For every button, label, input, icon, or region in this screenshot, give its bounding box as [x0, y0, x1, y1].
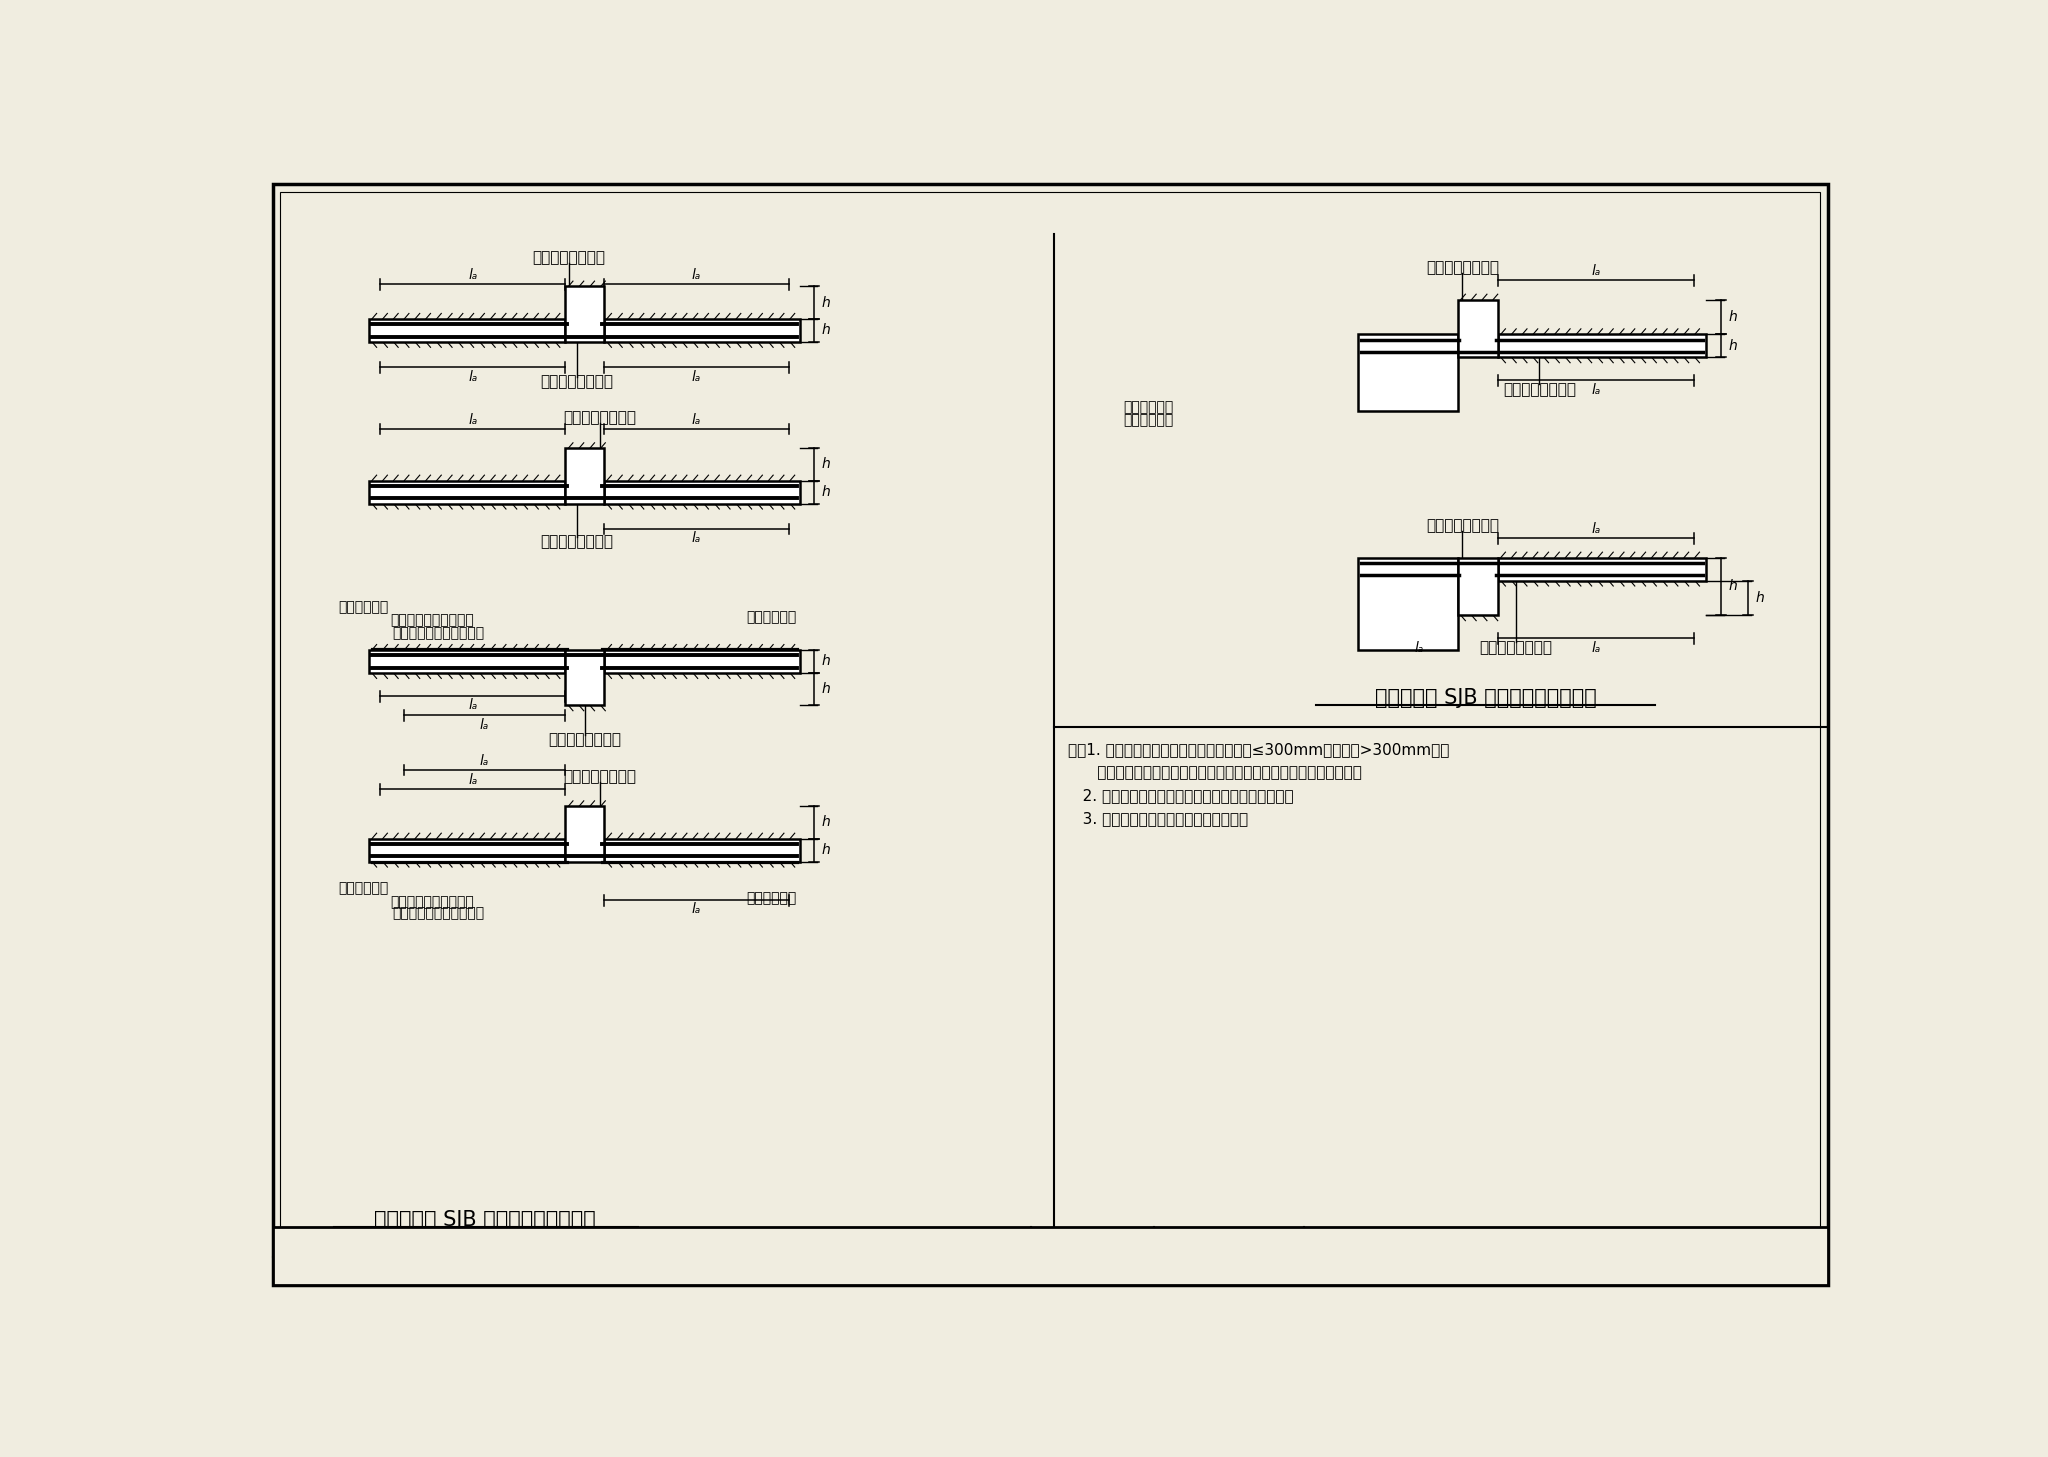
Text: 2. 局部升降板的下部与上部配筋宜为双向贯通筋。: 2. 局部升降板的下部与上部配筋宜为双向贯通筋。 — [1069, 788, 1294, 803]
Text: h: h — [1755, 592, 1763, 605]
Bar — [604, 650, 801, 673]
Text: h: h — [821, 682, 829, 696]
Text: lₐ: lₐ — [469, 774, 477, 787]
Bar — [1358, 334, 1458, 411]
Text: 页: 页 — [1087, 1263, 1098, 1279]
Text: 同板下部同向配筋: 同板下部同向配筋 — [549, 733, 621, 747]
Text: h: h — [821, 457, 829, 472]
Text: 审核: 审核 — [328, 1265, 344, 1278]
Text: lₐ: lₐ — [692, 902, 700, 916]
Text: 同板下部同向配筋: 同板下部同向配筋 — [1481, 640, 1552, 656]
Text: 注：1. 局部升降板升高与降低的高度限定为≤300mm，当高度>300mm时，: 注：1. 局部升降板升高与降低的高度限定为≤300mm，当高度>300mm时， — [1069, 742, 1450, 758]
Bar — [565, 806, 604, 861]
Text: lₐ: lₐ — [1591, 522, 1602, 536]
Text: 同板上部同向配筋: 同板上部同向配筋 — [1425, 259, 1499, 275]
Text: lₐ: lₐ — [469, 268, 477, 283]
Text: （如不足则需插空补筋）: （如不足则需插空补筋） — [391, 627, 483, 640]
Text: 同板下部同向配筋: 同板下部同向配筋 — [541, 535, 612, 549]
Text: lₐ: lₐ — [692, 370, 700, 383]
Text: 局部升降板SJB构造二（升降高度小于板厚）: 局部升降板SJB构造二（升降高度小于板厚） — [539, 1231, 766, 1250]
Text: 同板上部同向配筋: 同板上部同向配筋 — [532, 249, 606, 265]
Text: 同板上部同向配筋: 同板上部同向配筋 — [563, 769, 637, 784]
Text: 33: 33 — [1217, 1262, 1243, 1281]
Text: lₐ: lₐ — [1415, 641, 1423, 654]
Text: lₐ: lₐ — [692, 412, 700, 427]
Bar — [1458, 558, 1497, 615]
Text: lₐ: lₐ — [692, 532, 700, 545]
Text: h: h — [821, 816, 829, 829]
Text: h: h — [821, 323, 829, 338]
Text: 校对: 校对 — [582, 1265, 596, 1278]
Text: h: h — [1729, 580, 1737, 593]
Text: lₐ: lₐ — [1591, 641, 1602, 654]
Text: h: h — [1729, 339, 1737, 353]
Text: lₐ: lₐ — [479, 753, 489, 768]
Text: 04G101-4: 04G101-4 — [1180, 1231, 1278, 1250]
Bar — [1358, 558, 1458, 650]
Text: 陈幼璘: 陈幼璘 — [451, 1265, 473, 1278]
Bar — [604, 319, 801, 342]
Text: lₐ: lₐ — [1591, 264, 1602, 278]
Text: h: h — [1729, 310, 1737, 323]
Text: h: h — [821, 844, 829, 857]
Text: 当直锚空间不: 当直锚空间不 — [1124, 401, 1174, 414]
Text: 同板上部同向配筋: 同板上部同向配筋 — [563, 409, 637, 425]
Text: 设计应补充截面配筋图（或采用标准构造详图变更表）进行变更。: 设计应补充截面配筋图（或采用标准构造详图变更表）进行变更。 — [1069, 765, 1362, 781]
Bar — [1458, 300, 1497, 357]
Bar — [565, 650, 604, 705]
Bar — [565, 449, 604, 504]
Bar — [369, 650, 565, 673]
Text: 局部升降板 SJB 构造二（板中升降）: 局部升降板 SJB 构造二（板中升降） — [373, 1209, 596, 1230]
Bar — [369, 839, 565, 861]
Text: 设计: 设计 — [834, 1265, 848, 1278]
Text: 不小于板上部同向配筋: 不小于板上部同向配筋 — [391, 613, 475, 628]
Text: 足时应做弯锚: 足时应做弯锚 — [1124, 414, 1174, 427]
Text: 图集号: 图集号 — [1079, 1233, 1106, 1249]
Bar — [369, 319, 565, 342]
Text: h: h — [821, 485, 829, 500]
Bar — [604, 481, 801, 504]
Text: （插空补筋）: （插空补筋） — [338, 881, 389, 896]
Text: 同板下部同向配筋: 同板下部同向配筋 — [1503, 382, 1575, 398]
Text: （如不足则需插空补筋）: （如不足则需插空补筋） — [391, 906, 483, 921]
Text: 同板上部同向配筋: 同板上部同向配筋 — [1425, 517, 1499, 533]
Text: lₐ: lₐ — [1591, 383, 1602, 396]
Text: lₐ: lₐ — [469, 370, 477, 383]
Text: 不小于板下部同向配筋: 不小于板下部同向配筋 — [391, 895, 475, 909]
Text: （插空补筋）: （插空补筋） — [745, 610, 797, 625]
Bar — [1497, 558, 1706, 581]
Text: h: h — [821, 654, 829, 669]
Text: （插空补筋）: （插空补筋） — [745, 892, 797, 906]
Text: h: h — [821, 296, 829, 310]
Text: lₐ: lₐ — [479, 718, 489, 731]
Text: （插空补筋）: （插空补筋） — [338, 600, 389, 615]
Text: 同板下部同向配筋: 同板下部同向配筋 — [541, 374, 612, 389]
Text: 3. 本图构造同样适用于狭长沟状降板。: 3. 本图构造同样适用于狭长沟状降板。 — [1069, 812, 1247, 826]
Text: 刘其祥: 刘其祥 — [702, 1265, 725, 1278]
Text: 陈青来: 陈青来 — [956, 1265, 979, 1278]
Bar — [565, 287, 604, 342]
Text: lₐ: lₐ — [469, 412, 477, 427]
Text: lₐ: lₐ — [469, 698, 477, 712]
Bar — [369, 481, 565, 504]
Text: lₐ: lₐ — [692, 268, 700, 283]
Bar — [604, 839, 801, 861]
Bar — [272, 1227, 1829, 1285]
Bar — [1497, 334, 1706, 357]
Text: 局部升降板 SJB 构造二（侧边为梁）: 局部升降板 SJB 构造二（侧边为梁） — [1374, 688, 1595, 708]
